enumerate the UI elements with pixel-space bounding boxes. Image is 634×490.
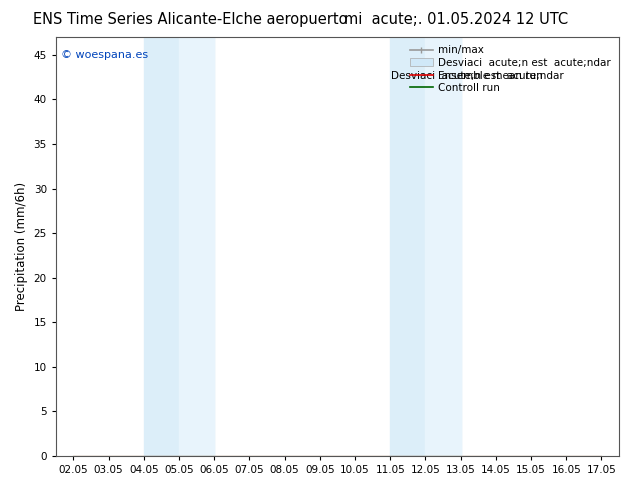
Text: © woespana.es: © woespana.es <box>61 49 148 60</box>
Bar <box>390 37 461 456</box>
Text: mi  acute;. 01.05.2024 12 UTC: mi acute;. 01.05.2024 12 UTC <box>344 12 569 27</box>
Bar <box>144 37 214 456</box>
Text: ENS Time Series Alicante-Elche aeropuerto: ENS Time Series Alicante-Elche aeropuert… <box>33 12 347 27</box>
Bar <box>179 37 214 456</box>
Text: Desviaci  acute;n est  acute;ndar: Desviaci acute;n est acute;ndar <box>391 71 564 80</box>
Bar <box>425 37 461 456</box>
Y-axis label: Precipitation (mm/6h): Precipitation (mm/6h) <box>15 182 28 311</box>
Legend: min/max, Desviaci  acute;n est  acute;ndar, Ensemble mean run, Controll run: min/max, Desviaci acute;n est acute;ndar… <box>406 42 614 97</box>
